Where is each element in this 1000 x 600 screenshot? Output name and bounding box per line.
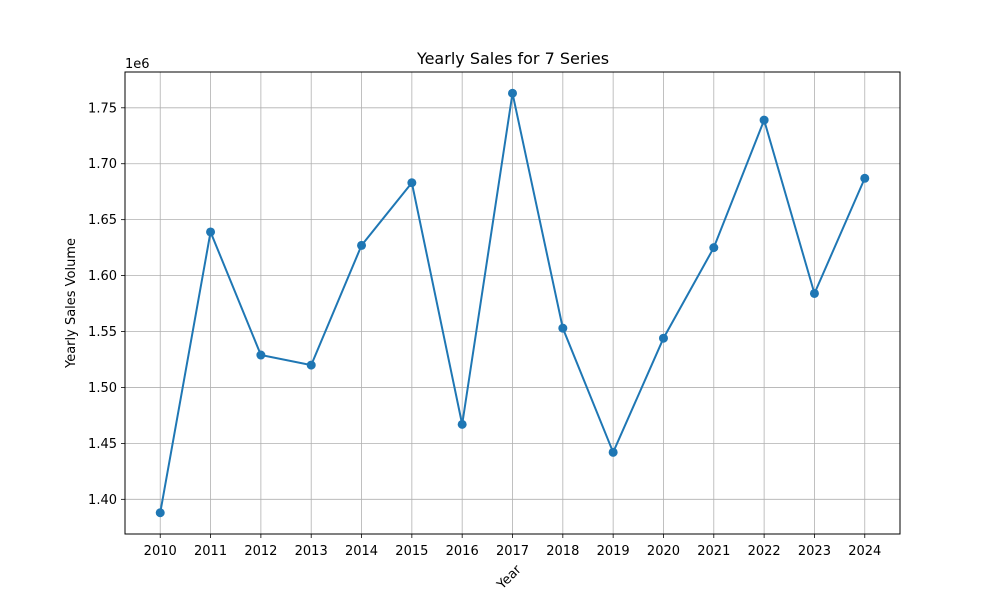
y-axis-ticks: 1.40 1.45 1.50 1.55 1.60 1.65 1.70 1.75 (88, 101, 125, 508)
y-tick-label: 1.65 (88, 213, 117, 228)
x-tick-label: 2022 (748, 544, 781, 559)
series-group (155, 88, 870, 518)
data-point (809, 288, 819, 298)
y-tick-label: 1.55 (88, 325, 117, 340)
x-tick-label: 2010 (144, 544, 177, 559)
x-tick-label: 2020 (647, 544, 680, 559)
grid-lines (125, 72, 900, 534)
x-tick-label: 2017 (496, 544, 529, 559)
x-tick-label: 2013 (295, 544, 328, 559)
chart-title: Yearly Sales for 7 Series (416, 49, 609, 68)
data-point (860, 173, 870, 183)
x-tick-label: 2016 (446, 544, 479, 559)
data-point (206, 227, 216, 237)
data-point (457, 419, 467, 429)
data-point (306, 360, 316, 370)
y-tick-label: 1.60 (88, 269, 117, 284)
x-tick-label: 2011 (194, 544, 227, 559)
y-tick-label: 1.75 (88, 101, 117, 116)
x-axis-ticks: 2010 2011 2012 2013 2014 2015 2016 2017 2018 2019… (144, 534, 881, 559)
y-tick-label: 1.50 (88, 381, 117, 396)
x-tick-label: 2019 (597, 544, 630, 559)
data-point (759, 115, 769, 125)
y-tick-label: 1.45 (88, 437, 117, 452)
data-point (508, 88, 517, 98)
data-point (709, 243, 719, 253)
data-point (155, 508, 165, 518)
x-tick-label: 2023 (798, 544, 831, 559)
x-tick-label: 2014 (345, 544, 378, 559)
data-point (558, 323, 568, 333)
y-tick-label: 1.70 (88, 157, 117, 172)
y-tick-label: 1.40 (88, 493, 117, 508)
data-point (256, 350, 266, 360)
x-tick-label: 2018 (546, 544, 579, 559)
y-offset-label: 1e6 (125, 57, 150, 72)
y-axis-label: Yearly Sales Volume (64, 238, 79, 369)
x-tick-label: 2015 (395, 544, 428, 559)
data-point (407, 178, 417, 188)
data-point (658, 333, 668, 343)
x-tick-label: 2021 (697, 544, 730, 559)
data-point (357, 240, 367, 250)
x-tick-label: 2024 (848, 544, 881, 559)
x-tick-label: 2012 (244, 544, 277, 559)
data-point (608, 447, 618, 457)
plot-frame (124, 71, 901, 535)
